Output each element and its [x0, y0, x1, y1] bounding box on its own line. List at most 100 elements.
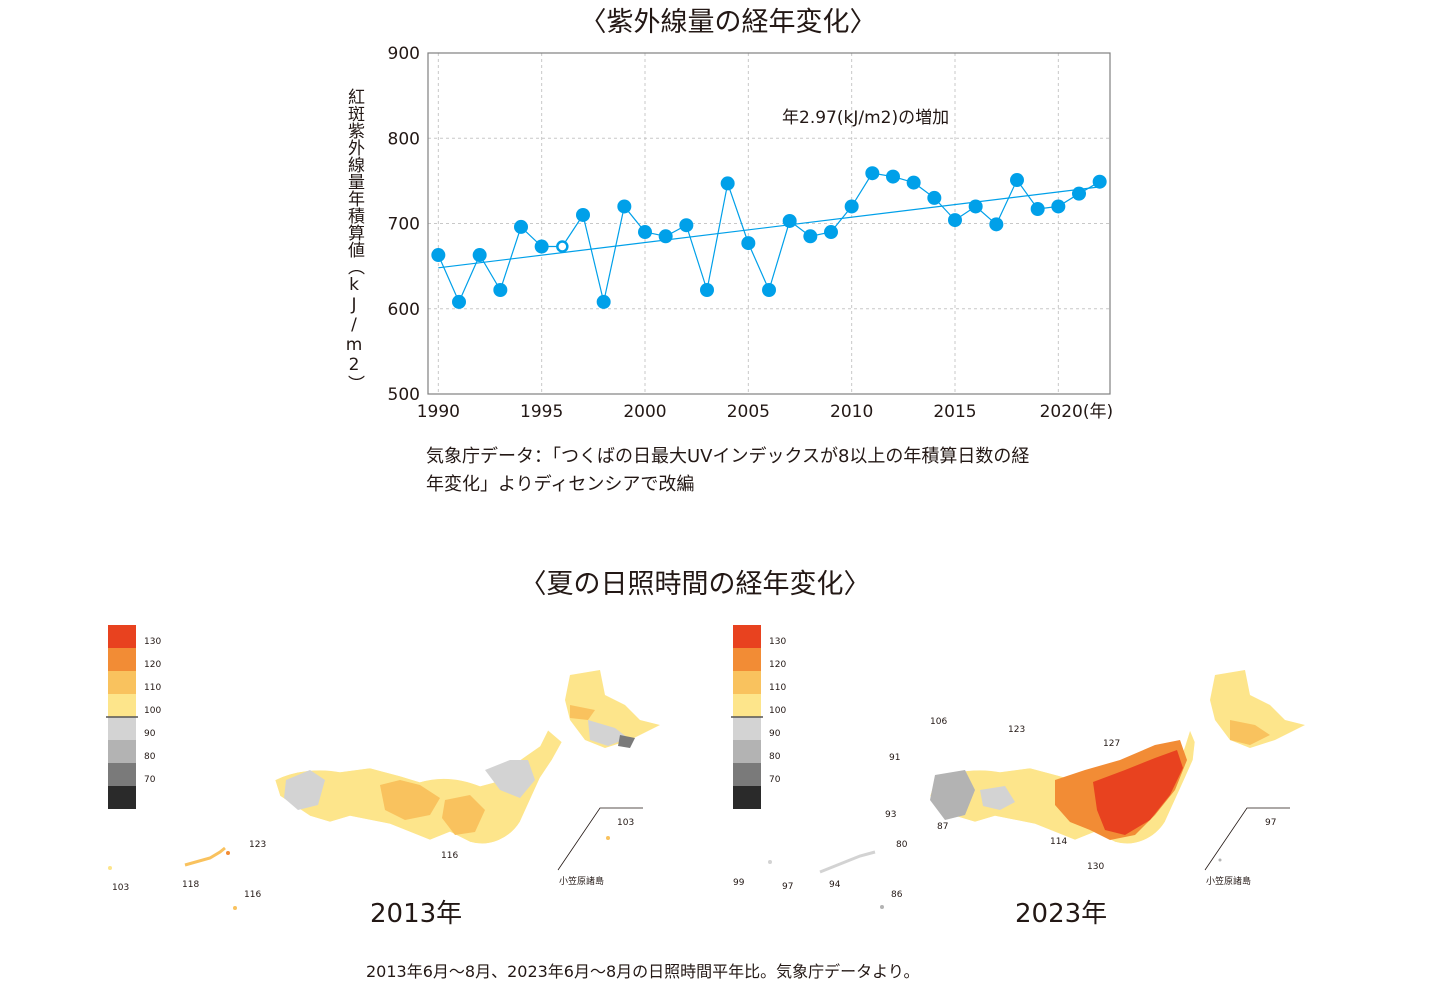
plot-frame — [427, 52, 1111, 395]
value-label: 86 — [891, 890, 903, 900]
data-point — [534, 239, 549, 254]
legend-swatch — [108, 786, 136, 809]
region-chubu — [442, 795, 485, 835]
legend-swatch — [733, 740, 761, 763]
legend-label: 120 — [769, 660, 786, 670]
x-tick-labels: 1990 1995 2000 2005 2010 2015 2020(年) — [417, 402, 1113, 422]
value-label: 123 — [249, 840, 266, 850]
nansei-islands — [819, 850, 876, 874]
year-label-2023: 2023年 — [1015, 899, 1108, 929]
series-group — [431, 166, 1107, 309]
data-point — [865, 166, 880, 181]
value-label: 130 — [1087, 862, 1104, 872]
series-line — [437, 172, 1101, 304]
data-point — [472, 248, 487, 263]
inset-label: 小笠原諸島 — [559, 875, 604, 887]
legend-label: 110 — [144, 683, 161, 693]
data-point — [638, 225, 652, 240]
legend-label: 90 — [769, 729, 781, 739]
hokkaido-orange — [1230, 720, 1270, 745]
region-kyushu-gray — [284, 770, 325, 810]
value-label: 103 — [112, 883, 129, 893]
y-tick-label: 500 — [388, 385, 420, 405]
y-tick-label: 700 — [388, 215, 420, 235]
island-dot — [880, 905, 884, 909]
inset-frame-2023 — [1204, 807, 1290, 871]
data-point — [803, 229, 818, 244]
value-label: 93 — [885, 810, 896, 820]
value-label: 103 — [617, 818, 634, 828]
data-point — [514, 219, 528, 234]
region-shikoku-gray — [980, 786, 1015, 810]
value-label: 97 — [1265, 818, 1276, 828]
x-tick-label: 2000 — [623, 402, 666, 422]
legend-label: 70 — [769, 775, 781, 785]
legend-swatch — [108, 671, 136, 694]
nansei-islands — [184, 846, 226, 867]
uv-source-note-line2: 年変化」よりディセンシアで改編 — [426, 474, 695, 495]
legend-label: 70 — [144, 775, 156, 785]
ogasawara-dot — [1218, 858, 1222, 862]
data-point — [1010, 173, 1024, 188]
island-dot — [233, 906, 237, 910]
data-point — [741, 236, 756, 251]
legend-swatch — [733, 763, 761, 786]
data-point — [679, 218, 694, 233]
year-label-2013: 2013年 — [370, 899, 463, 929]
data-point — [431, 248, 446, 263]
legend-label: 110 — [769, 683, 786, 693]
x-tick-label: 1990 — [417, 402, 460, 422]
value-label: 116 — [441, 851, 458, 861]
y-tick-label: 900 — [388, 44, 420, 64]
legend-swatch — [108, 717, 136, 740]
legend-label: 130 — [769, 637, 786, 647]
legend-label: 100 — [769, 706, 786, 716]
region-kyushu-gray — [930, 770, 975, 820]
data-point — [927, 190, 942, 205]
island-dot — [768, 860, 772, 864]
y-tick-label: 600 — [388, 300, 420, 320]
hokkaido-shape — [565, 670, 660, 748]
data-point — [1030, 202, 1045, 217]
uv-line-chart: 500 600 700 800 900 1990 1995 2000 2005 2010 2015… — [388, 44, 1114, 422]
map-2013-panel: 130 120 110 100 90 80 70 123 103 118 116 116 1… — [100, 610, 720, 930]
value-label: 114 — [1050, 837, 1067, 847]
region-tohoku-gray — [485, 760, 535, 798]
data-point — [452, 294, 466, 309]
data-point — [596, 294, 611, 309]
data-point — [1092, 174, 1107, 189]
value-label: 123 — [1008, 725, 1025, 735]
value-label: 116 — [244, 890, 261, 900]
data-point — [782, 213, 797, 228]
y-tick-label: 800 — [388, 129, 420, 149]
hokkaido-orange — [570, 705, 595, 720]
chart-grid — [428, 53, 1110, 394]
data-point — [948, 213, 962, 228]
data-point — [576, 207, 590, 222]
data-point — [989, 217, 1004, 232]
sunshine-section-title: 〈夏の日照時間の経年変化〉 — [519, 569, 871, 600]
value-label: 94 — [829, 880, 841, 890]
island-dot — [226, 851, 230, 855]
legend-swatch — [733, 625, 761, 648]
inset-frame-2013 — [557, 807, 643, 871]
value-label: 97 — [782, 882, 793, 892]
ogasawara-dot — [606, 836, 610, 840]
data-point — [762, 282, 776, 297]
data-point — [886, 169, 900, 184]
region-kanto-red — [1093, 750, 1183, 835]
region-kansai — [380, 780, 440, 820]
inset-label: 小笠原諸島 — [1206, 875, 1251, 887]
data-point — [720, 176, 735, 191]
value-label: 80 — [896, 840, 908, 850]
legend-label: 90 — [144, 729, 156, 739]
value-label: 87 — [937, 822, 948, 832]
value-label: 106 — [930, 717, 947, 727]
legend-label: 120 — [144, 660, 161, 670]
map-2023-panel: 130 120 110 100 90 80 70 106 123 127 91 93 87 … — [725, 610, 1375, 930]
legend-swatch — [108, 648, 136, 671]
legend-swatch — [733, 786, 761, 809]
data-point — [617, 199, 632, 214]
x-tick-label: 2020(年) — [1040, 402, 1114, 422]
